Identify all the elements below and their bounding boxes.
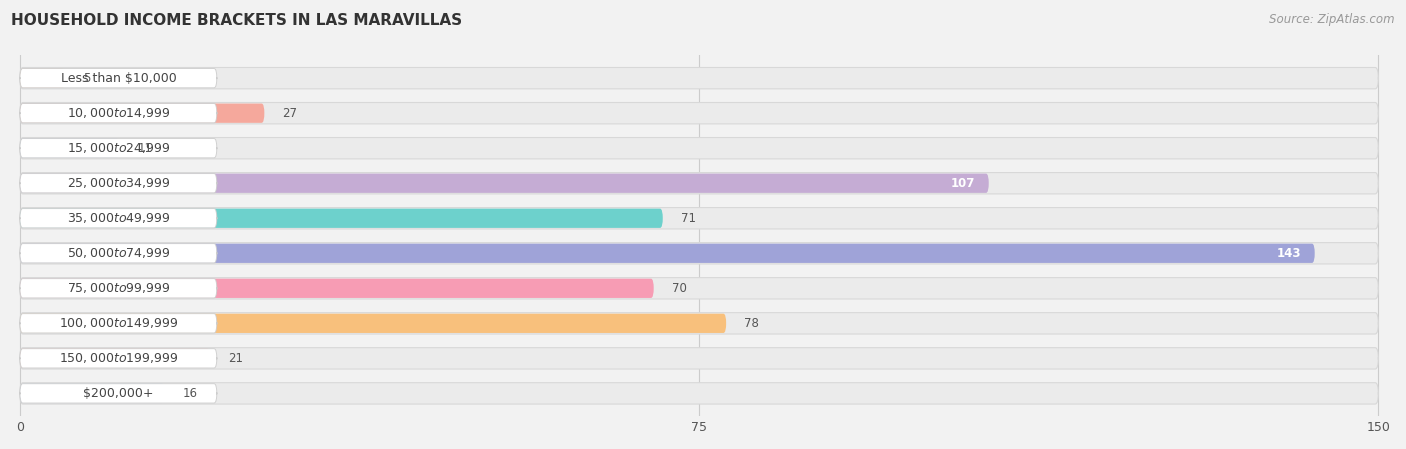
Text: 11: 11 xyxy=(138,142,153,155)
Text: $25,000 to $34,999: $25,000 to $34,999 xyxy=(66,176,170,190)
Text: 71: 71 xyxy=(681,212,696,225)
FancyBboxPatch shape xyxy=(20,207,1378,229)
Text: $15,000 to $24,999: $15,000 to $24,999 xyxy=(66,141,170,155)
Text: 5: 5 xyxy=(83,72,90,85)
FancyBboxPatch shape xyxy=(20,172,1378,194)
FancyBboxPatch shape xyxy=(20,67,1378,89)
Text: 70: 70 xyxy=(672,282,686,295)
FancyBboxPatch shape xyxy=(20,242,1378,264)
Text: 143: 143 xyxy=(1277,247,1301,260)
Text: HOUSEHOLD INCOME BRACKETS IN LAS MARAVILLAS: HOUSEHOLD INCOME BRACKETS IN LAS MARAVIL… xyxy=(11,13,463,28)
FancyBboxPatch shape xyxy=(20,244,217,263)
Text: $50,000 to $74,999: $50,000 to $74,999 xyxy=(66,247,170,260)
Text: $150,000 to $199,999: $150,000 to $199,999 xyxy=(59,352,179,365)
Text: 27: 27 xyxy=(283,107,298,120)
FancyBboxPatch shape xyxy=(20,139,120,158)
FancyBboxPatch shape xyxy=(20,104,217,123)
Text: $100,000 to $149,999: $100,000 to $149,999 xyxy=(59,317,179,330)
FancyBboxPatch shape xyxy=(20,139,217,158)
FancyBboxPatch shape xyxy=(20,209,662,228)
FancyBboxPatch shape xyxy=(20,313,1378,334)
FancyBboxPatch shape xyxy=(20,69,65,88)
FancyBboxPatch shape xyxy=(20,244,1315,263)
Text: 21: 21 xyxy=(228,352,243,365)
FancyBboxPatch shape xyxy=(20,383,1378,404)
FancyBboxPatch shape xyxy=(20,209,217,228)
FancyBboxPatch shape xyxy=(20,174,217,193)
FancyBboxPatch shape xyxy=(20,384,217,403)
FancyBboxPatch shape xyxy=(20,349,217,368)
FancyBboxPatch shape xyxy=(20,349,209,368)
Text: $35,000 to $49,999: $35,000 to $49,999 xyxy=(66,211,170,225)
FancyBboxPatch shape xyxy=(20,102,1378,124)
Text: 78: 78 xyxy=(744,317,759,330)
FancyBboxPatch shape xyxy=(20,279,654,298)
Text: $200,000+: $200,000+ xyxy=(83,387,153,400)
Text: $75,000 to $99,999: $75,000 to $99,999 xyxy=(66,282,170,295)
FancyBboxPatch shape xyxy=(20,348,1378,369)
FancyBboxPatch shape xyxy=(20,69,217,88)
FancyBboxPatch shape xyxy=(20,174,988,193)
FancyBboxPatch shape xyxy=(20,314,217,333)
FancyBboxPatch shape xyxy=(20,137,1378,159)
FancyBboxPatch shape xyxy=(20,277,1378,299)
FancyBboxPatch shape xyxy=(20,384,165,403)
FancyBboxPatch shape xyxy=(20,104,264,123)
FancyBboxPatch shape xyxy=(20,314,725,333)
Text: Less than $10,000: Less than $10,000 xyxy=(60,72,176,85)
Text: 16: 16 xyxy=(183,387,198,400)
Text: $10,000 to $14,999: $10,000 to $14,999 xyxy=(66,106,170,120)
Text: 107: 107 xyxy=(950,177,976,190)
FancyBboxPatch shape xyxy=(20,279,217,298)
Text: Source: ZipAtlas.com: Source: ZipAtlas.com xyxy=(1270,13,1395,26)
